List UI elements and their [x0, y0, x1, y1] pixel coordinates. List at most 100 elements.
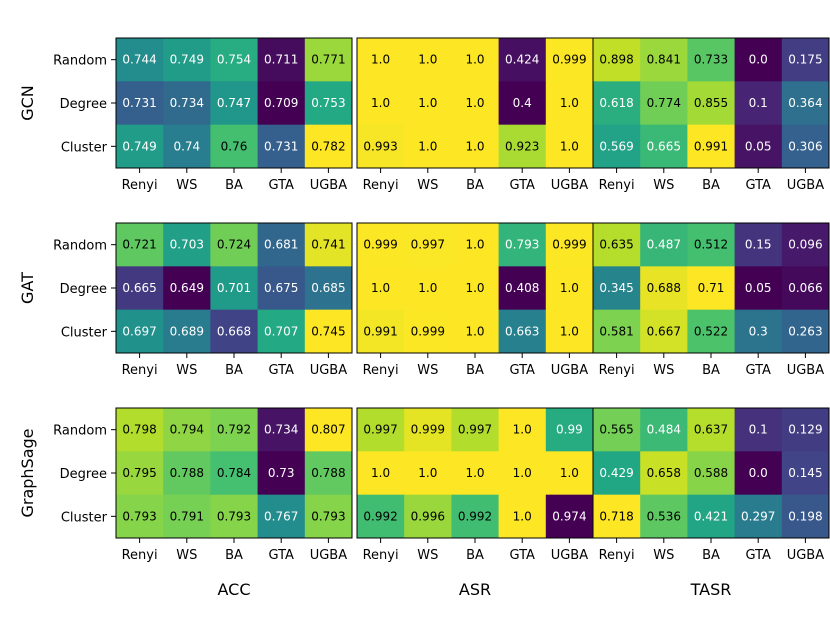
cell-label-gcn-acc-1-1: 0.734 [170, 96, 204, 110]
heatmap-cell-gcn-acc-2-1 [163, 124, 211, 169]
cell-label-graphsage-tasr-0-3: 0.1 [749, 423, 768, 437]
y-tick-label-gat-acc-2: Cluster [61, 325, 108, 340]
heatmap-cell-graphsage-tasr-0-3 [734, 408, 783, 452]
heatmap-cell-gcn-acc-0-4 [304, 38, 353, 82]
cell-label-graphsage-asr-0-4: 0.99 [556, 423, 583, 437]
heatmap-cell-gcn-tasr-0-4 [781, 38, 830, 82]
cell-label-gat-asr-1-4: 1.0 [560, 281, 579, 295]
cell-label-gcn-asr-2-3: 0.923 [505, 139, 539, 153]
model-label-graphsage: GraphSage [18, 428, 37, 517]
heatmap-cell-graphsage-acc-0-1 [163, 408, 211, 452]
cell-label-graphsage-asr-0-3: 1.0 [513, 423, 532, 437]
heatmap-cell-gcn-asr-0-1 [404, 38, 452, 82]
x-tick-label-gcn-asr-2: BA [466, 178, 484, 193]
heatmap-cell-gcn-tasr-2-3 [734, 124, 783, 169]
cell-label-gcn-asr-1-0: 1.0 [371, 96, 390, 110]
heatmap-cell-graphsage-acc-1-1 [163, 451, 211, 496]
heatmap-cell-gat-asr-1-4 [545, 266, 594, 311]
heatmap-cell-graphsage-tasr-0-1 [640, 408, 688, 452]
heatmap-cell-gcn-asr-0-2 [451, 38, 500, 82]
cell-label-gcn-acc-1-4: 0.753 [311, 96, 345, 110]
heatmap-cell-gcn-acc-2-4 [304, 124, 353, 169]
cell-label-gcn-tasr-2-3: 0.05 [745, 139, 772, 153]
cell-label-gat-tasr-2-4: 0.263 [788, 324, 822, 338]
cell-label-gcn-asr-1-3: 0.4 [513, 96, 532, 110]
cell-label-gcn-asr-0-3: 0.424 [505, 53, 539, 67]
cell-label-gat-acc-1-4: 0.685 [311, 281, 345, 295]
x-tick-label-gcn-acc-2: BA [225, 178, 243, 193]
cell-label-gat-acc-0-3: 0.681 [264, 238, 298, 252]
heatmap-cell-gcn-tasr-0-1 [640, 38, 688, 82]
x-tick-label-graphsage-tasr-1: WS [653, 548, 674, 563]
cell-label-gcn-tasr-0-4: 0.175 [788, 53, 822, 67]
x-tick-label-graphsage-asr-4: UGBA [551, 548, 589, 563]
x-tick-label-gat-asr-0: Renyi [363, 363, 399, 378]
heatmap-cell-gcn-tasr-2-0 [593, 124, 641, 169]
cell-label-gat-acc-0-0: 0.721 [122, 238, 156, 252]
cell-label-gat-tasr-2-1: 0.667 [647, 324, 681, 338]
cell-label-graphsage-tasr-0-0: 0.565 [599, 423, 633, 437]
heatmap-cell-gat-tasr-2-3 [734, 309, 783, 354]
cell-label-graphsage-tasr-2-3: 0.297 [741, 509, 775, 523]
cell-label-graphsage-asr-0-2: 0.997 [458, 423, 492, 437]
heatmap-cell-gat-asr-2-4 [545, 309, 594, 354]
heatmap-cell-gat-tasr-1-4 [781, 266, 830, 311]
heatmap-cell-gcn-asr-1-1 [404, 81, 452, 126]
cell-label-graphsage-tasr-1-1: 0.658 [647, 466, 681, 480]
cell-label-gat-tasr-1-0: 0.345 [599, 281, 633, 295]
cell-label-gcn-acc-2-3: 0.731 [264, 139, 298, 153]
heatmap-cell-graphsage-asr-1-0 [357, 451, 405, 496]
heatmap-cell-gcn-asr-2-4 [545, 124, 594, 169]
cell-label-graphsage-tasr-0-4: 0.129 [788, 423, 822, 437]
cell-label-gat-asr-0-1: 0.997 [411, 238, 445, 252]
heatmap-cell-graphsage-acc-2-2 [210, 494, 259, 539]
cell-label-gat-acc-2-4: 0.745 [311, 324, 345, 338]
cell-label-gcn-acc-1-2: 0.747 [217, 96, 251, 110]
heatmap-cell-graphsage-asr-1-1 [404, 451, 452, 496]
x-tick-label-gcn-asr-0: Renyi [363, 178, 399, 193]
heatmap-cell-gat-acc-2-1 [163, 309, 211, 354]
heatmap-cell-graphsage-acc-2-1 [163, 494, 211, 539]
heatmap-cell-graphsage-acc-0-0 [116, 408, 164, 452]
heatmap-cell-gcn-acc-0-0 [116, 38, 164, 82]
heatmap-cell-graphsage-tasr-2-2 [687, 494, 736, 539]
cell-label-gat-asr-2-1: 0.999 [411, 324, 445, 338]
y-tick-label-gat-acc-1: Degree [60, 282, 107, 297]
heatmap-cell-gcn-tasr-0-2 [687, 38, 736, 82]
heatmap-cell-graphsage-tasr-2-0 [593, 494, 641, 539]
cell-label-gcn-asr-2-1: 1.0 [418, 139, 437, 153]
x-tick-label-graphsage-acc-2: BA [225, 548, 243, 563]
cell-label-gat-acc-1-1: 0.649 [170, 281, 204, 295]
heatmap-cell-gcn-tasr-2-4 [781, 124, 830, 169]
heatmap-cell-gat-tasr-0-4 [781, 223, 830, 267]
x-tick-label-gat-asr-1: WS [417, 363, 438, 378]
cell-label-gat-tasr-1-2: 0.71 [698, 281, 725, 295]
heatmap-cell-gat-acc-2-4 [304, 309, 353, 354]
cell-label-gcn-tasr-0-0: 0.898 [599, 53, 633, 67]
x-tick-label-gat-acc-0: Renyi [122, 363, 158, 378]
cell-label-gcn-acc-0-2: 0.754 [217, 53, 251, 67]
heatmap-cell-gcn-acc-1-4 [304, 81, 353, 126]
x-tick-label-gat-acc-2: BA [225, 363, 243, 378]
y-tick-label-gcn-acc-0: Random [53, 54, 107, 69]
x-tick-label-gat-acc-1: WS [176, 363, 197, 378]
heatmap-cell-gat-acc-0-2 [210, 223, 259, 267]
heatmap-cell-gcn-tasr-1-3 [734, 81, 783, 126]
heatmap-cell-graphsage-asr-1-2 [451, 451, 500, 496]
cell-label-gat-tasr-1-3: 0.05 [745, 281, 772, 295]
cell-label-graphsage-asr-0-0: 0.997 [363, 423, 397, 437]
cell-label-graphsage-tasr-2-0: 0.718 [599, 509, 633, 523]
cell-label-gcn-acc-0-0: 0.744 [122, 53, 156, 67]
x-tick-label-graphsage-tasr-4: UGBA [787, 548, 825, 563]
model-label-gat: GAT [18, 272, 37, 304]
heatmap-cell-graphsage-asr-1-4 [545, 451, 594, 496]
y-tick-label-gat-acc-0: Random [53, 239, 107, 254]
cell-label-gat-tasr-2-2: 0.522 [694, 324, 728, 338]
heatmap-cell-graphsage-acc-2-3 [257, 494, 306, 539]
heatmap-cell-gat-tasr-2-2 [687, 309, 736, 354]
cell-label-gat-asr-2-0: 0.991 [363, 324, 397, 338]
heatmap-cell-graphsage-tasr-1-3 [734, 451, 783, 496]
cell-label-gcn-tasr-2-2: 0.991 [694, 139, 728, 153]
x-tick-label-gat-tasr-1: WS [653, 363, 674, 378]
cell-label-gcn-tasr-0-2: 0.733 [694, 53, 728, 67]
